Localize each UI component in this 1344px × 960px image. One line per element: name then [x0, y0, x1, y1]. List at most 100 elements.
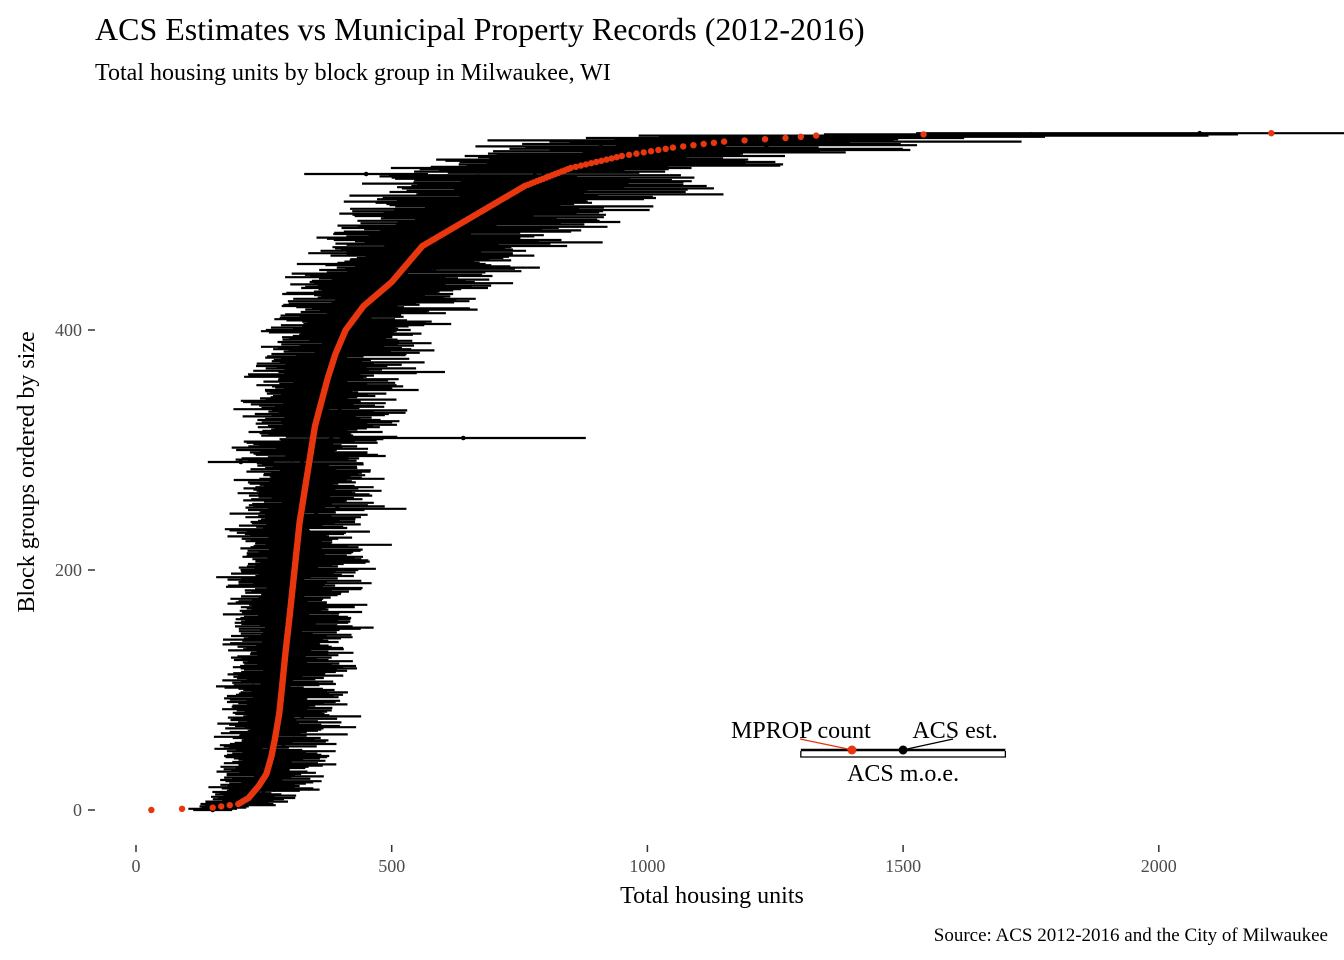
acs-estimate-point: [300, 554, 306, 560]
mprop-count-point: [710, 139, 718, 146]
acs-estimate-point: [307, 535, 313, 540]
acs-estimate-point: [323, 468, 328, 473]
acs-estimate-point: [573, 178, 579, 184]
acs-estimate-point: [287, 720, 293, 725]
acs-estimate-point: [295, 604, 301, 610]
acs-estimate-point: [314, 452, 320, 458]
acs-estimate-point: [316, 488, 322, 494]
acs-estimate-point: [537, 169, 542, 174]
acs-estimate-point: [473, 243, 479, 249]
acs-estimate-point: [472, 202, 478, 208]
acs-estimate-point: [331, 325, 336, 330]
mprop-count-point: [218, 803, 225, 810]
acs-estimate-point: [287, 692, 292, 698]
mprop-count-point: [690, 142, 697, 149]
acs-estimate-point: [268, 776, 274, 782]
acs-estimate-point: [302, 355, 308, 360]
acs-estimate-point: [261, 788, 266, 794]
acs-estimate-point: [764, 142, 769, 148]
acs-estimate-point: [453, 232, 459, 238]
acs-estimate-point: [291, 466, 296, 472]
acs-estimate-point: [323, 315, 328, 321]
acs-estimate-point: [294, 490, 299, 496]
acs-estimate-point: [285, 762, 290, 767]
acs-estimate-point: [289, 530, 294, 536]
acs-estimate-point: [308, 555, 314, 561]
acs-estimate-point: [579, 154, 585, 160]
acs-estimate-point: [273, 680, 278, 686]
mprop-count-point: [679, 143, 687, 150]
acs-estimate-point: [416, 235, 421, 240]
acs-estimate-point: [476, 218, 481, 224]
acs-estimate-point: [320, 344, 325, 350]
acs-estimate-point: [341, 362, 346, 368]
acs-estimate-point: [289, 501, 295, 507]
acs-estimate-point: [282, 738, 288, 743]
mprop-count-point: [178, 805, 186, 812]
acs-estimate-point: [299, 609, 305, 615]
acs-estimate-point: [417, 256, 423, 262]
acs-estimate-point: [285, 532, 291, 538]
mprop-count-point: [593, 158, 600, 166]
acs-estimate-point: [275, 770, 280, 776]
acs-estimate-point: [243, 734, 249, 740]
acs-estimate-point: [292, 487, 297, 492]
mprop-count-point: [797, 133, 805, 140]
acs-estimate-point: [348, 370, 353, 376]
acs-estimate-point: [296, 613, 301, 618]
acs-estimate-point: [276, 621, 281, 627]
acs-estimate-point: [335, 384, 340, 389]
acs-estimate-point: [284, 445, 290, 450]
acs-estimate-point: [703, 146, 709, 152]
acs-estimate-point: [303, 507, 309, 513]
acs-estimate-point: [298, 639, 303, 645]
acs-estimate-point: [494, 188, 500, 194]
y-tick-label: 400: [55, 320, 82, 340]
acs-estimate-point: [688, 138, 694, 143]
acs-estimate-point: [1028, 132, 1034, 137]
acs-estimate-point: [286, 774, 292, 779]
acs-estimate-point: [476, 174, 481, 179]
acs-estimate-point: [538, 165, 544, 171]
acs-estimate-point: [358, 331, 364, 336]
mprop-count-point: [640, 149, 647, 156]
mprop-count-point: [608, 155, 615, 162]
acs-estimate-point: [308, 368, 314, 374]
acs-estimate-point: [365, 291, 370, 297]
acs-estimate-point: [265, 729, 271, 735]
mprop-count-point: [812, 132, 820, 139]
acs-estimate-point: [311, 492, 317, 497]
mprop-count-point: [618, 152, 626, 160]
acs-estimate-point: [519, 207, 525, 213]
acs-estimate-point: [319, 476, 325, 482]
acs-estimate-point: [297, 626, 303, 632]
acs-estimate-point: [271, 584, 277, 590]
acs-estimate-point: [462, 206, 467, 212]
acs-estimate-point: [508, 184, 514, 190]
acs-estimate-point: [262, 526, 268, 532]
acs-estimate-point: [598, 144, 603, 149]
acs-estimate-point: [297, 414, 302, 419]
mprop-count-point: [603, 156, 610, 163]
acs-estimate-point: [298, 578, 304, 584]
acs-estimate-point: [492, 181, 498, 186]
acs-estimate-point: [313, 512, 319, 518]
acs-estimate-point: [254, 766, 260, 772]
y-tick-label: 200: [55, 560, 82, 580]
acs-estimate-point: [295, 652, 301, 658]
acs-estimate-point: [250, 684, 256, 689]
acs-estimate-point: [335, 327, 341, 333]
acs-estimate-point: [298, 724, 303, 730]
acs-estimate-point: [374, 340, 380, 346]
acs-estimate-point: [350, 301, 355, 306]
acs-estimate-point: [290, 463, 296, 468]
acs-estimate-point: [274, 780, 280, 785]
acs-estimate-point: [259, 759, 265, 765]
mprop-count-point: [782, 134, 789, 142]
mprop-count-point: [613, 154, 620, 161]
acs-estimate-point: [310, 580, 315, 586]
acs-estimate-point: [299, 650, 305, 656]
acs-estimate-point: [285, 712, 291, 718]
acs-estimate-point: [280, 571, 285, 576]
acs-estimate-point: [312, 484, 317, 490]
